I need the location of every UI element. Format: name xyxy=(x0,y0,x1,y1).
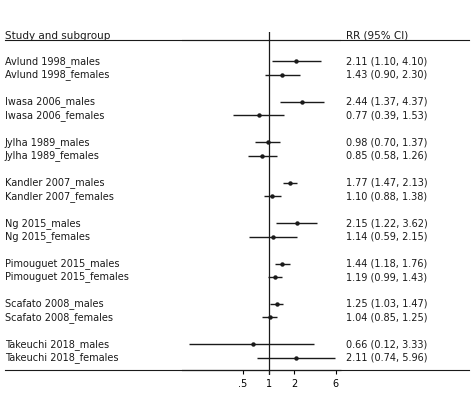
Text: 0.77 (0.39, 1.53): 0.77 (0.39, 1.53) xyxy=(346,110,428,120)
Text: Jylha 1989_females: Jylha 1989_females xyxy=(5,150,100,161)
Text: RR (95% CI): RR (95% CI) xyxy=(346,31,408,41)
Text: 2.15 (1.22, 3.62): 2.15 (1.22, 3.62) xyxy=(346,218,428,228)
Text: Scafato 2008_females: Scafato 2008_females xyxy=(5,312,113,323)
Text: 0.85 (0.58, 1.26): 0.85 (0.58, 1.26) xyxy=(346,151,428,161)
Text: 2.44 (1.37, 4.37): 2.44 (1.37, 4.37) xyxy=(346,97,428,107)
Text: 2.11 (0.74, 5.96): 2.11 (0.74, 5.96) xyxy=(346,353,428,363)
Text: Avlund 1998_females: Avlund 1998_females xyxy=(5,69,109,80)
Text: Pimouguet 2015_males: Pimouguet 2015_males xyxy=(5,258,119,269)
Text: Iwasa 2006_females: Iwasa 2006_females xyxy=(5,110,104,121)
Text: Scafato 2008_males: Scafato 2008_males xyxy=(5,298,103,310)
Text: Takeuchi 2018_females: Takeuchi 2018_females xyxy=(5,352,118,363)
Text: Pimouguet 2015_females: Pimouguet 2015_females xyxy=(5,272,128,282)
Text: 1.43 (0.90, 2.30): 1.43 (0.90, 2.30) xyxy=(346,70,427,80)
Text: Takeuchi 2018_males: Takeuchi 2018_males xyxy=(5,339,109,350)
Text: Avlund 1998_males: Avlund 1998_males xyxy=(5,56,100,67)
Text: 1.04 (0.85, 1.25): 1.04 (0.85, 1.25) xyxy=(346,312,428,322)
Text: Kandler 2007_females: Kandler 2007_females xyxy=(5,191,114,201)
Text: Kandler 2007_males: Kandler 2007_males xyxy=(5,177,104,188)
Text: Ng 2015_females: Ng 2015_females xyxy=(5,231,90,242)
Text: Ng 2015_males: Ng 2015_males xyxy=(5,217,81,229)
Text: 1.44 (1.18, 1.76): 1.44 (1.18, 1.76) xyxy=(346,259,427,269)
Text: Study and subgroup: Study and subgroup xyxy=(5,31,110,41)
Text: 0.98 (0.70, 1.37): 0.98 (0.70, 1.37) xyxy=(346,137,428,147)
Text: 1.14 (0.59, 2.15): 1.14 (0.59, 2.15) xyxy=(346,231,428,241)
Text: 0.66 (0.12, 3.33): 0.66 (0.12, 3.33) xyxy=(346,340,427,350)
Text: 2.11 (1.10, 4.10): 2.11 (1.10, 4.10) xyxy=(346,56,427,66)
Text: 1.19 (0.99, 1.43): 1.19 (0.99, 1.43) xyxy=(346,272,427,282)
Text: 1.10 (0.88, 1.38): 1.10 (0.88, 1.38) xyxy=(346,191,427,201)
Text: Iwasa 2006_males: Iwasa 2006_males xyxy=(5,96,95,107)
Text: 1.77 (1.47, 2.13): 1.77 (1.47, 2.13) xyxy=(346,178,428,188)
Text: 1.25 (1.03, 1.47): 1.25 (1.03, 1.47) xyxy=(346,299,428,309)
Text: Jylha 1989_males: Jylha 1989_males xyxy=(5,137,90,148)
